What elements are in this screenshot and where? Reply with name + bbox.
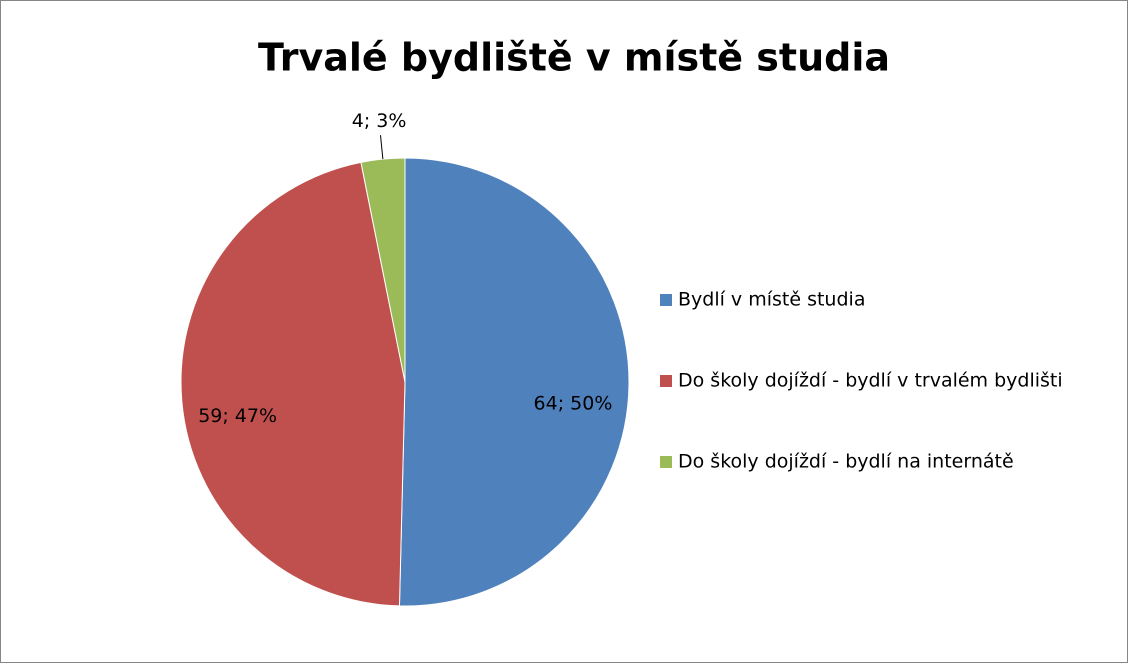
legend-label: Do školy dojíždí - bydlí v trvalém bydli… bbox=[678, 370, 1063, 392]
pie-slice bbox=[180, 161, 406, 607]
pie-slice bbox=[398, 157, 630, 607]
chart-title: Trvalé bydliště v místě studia bbox=[258, 36, 890, 80]
pie-slice bbox=[360, 157, 406, 383]
legend-label: Bydlí v místě studia bbox=[678, 289, 865, 311]
data-label: 59; 47% bbox=[198, 405, 277, 427]
legend-swatch bbox=[660, 294, 672, 306]
legend-label: Do školy dojíždí - bydlí na internátě bbox=[678, 451, 1014, 473]
leader-line bbox=[380, 135, 384, 160]
legend-swatch bbox=[660, 456, 672, 468]
data-label: 4; 3% bbox=[352, 110, 407, 132]
legend-swatch bbox=[660, 375, 672, 387]
data-label: 64; 50% bbox=[534, 393, 613, 415]
